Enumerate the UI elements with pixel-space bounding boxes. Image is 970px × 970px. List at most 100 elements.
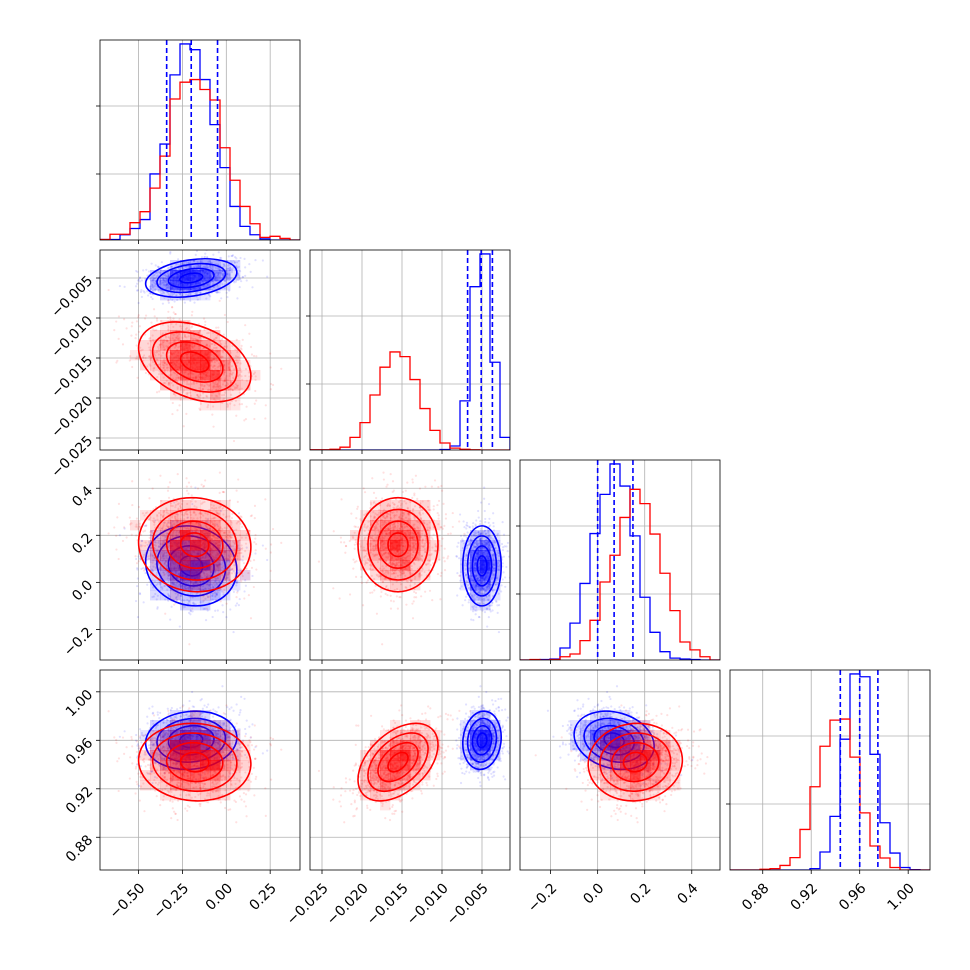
scatter-point-series-1 — [155, 571, 159, 574]
scatter-point-series-1 — [218, 340, 221, 343]
density-cell-series-1 — [200, 400, 211, 411]
scatter-point-series-1 — [384, 592, 387, 595]
scatter-point-series-0 — [160, 276, 163, 280]
scatter-point-series-1 — [167, 326, 170, 329]
scatter-point-series-1 — [219, 600, 222, 603]
scatter-point-series-1 — [226, 572, 229, 576]
scatter-point-series-1 — [199, 408, 202, 412]
scatter-point-series-1 — [212, 405, 215, 408]
scatter-point-series-0 — [172, 582, 175, 586]
scatter-point-series-1 — [210, 342, 213, 346]
scatter-point-series-1 — [135, 517, 139, 520]
scatter-point-series-0 — [213, 270, 216, 273]
density-cell-series-0 — [210, 270, 221, 281]
scatter-point-series-0 — [156, 549, 160, 552]
density-cell-series-1 — [190, 550, 201, 561]
scatter-point-series-1 — [216, 565, 219, 568]
scatter-point-series-1 — [244, 324, 247, 327]
scatter-point-series-1 — [186, 513, 189, 516]
scatter-point-series-0 — [140, 279, 144, 282]
scatter-point-series-0 — [206, 256, 209, 259]
scatter-point-series-1 — [176, 515, 179, 518]
scatter-point-series-1 — [233, 547, 237, 550]
scatter-point-series-1 — [181, 336, 184, 339]
scatter-point-series-1 — [193, 334, 196, 337]
scatter-point-series-1 — [226, 382, 229, 386]
scatter-point-series-0 — [200, 580, 203, 584]
scatter-point-series-0 — [140, 539, 144, 543]
scatter-point-series-1 — [210, 570, 213, 574]
scatter-point-series-1 — [148, 355, 151, 358]
scatter-point-series-1 — [205, 573, 208, 576]
scatter-point-series-1 — [218, 384, 221, 388]
scatter-point-series-1 — [191, 325, 194, 328]
scatter-point-series-1 — [128, 516, 131, 519]
scatter-point-series-0 — [158, 558, 162, 561]
scatter-point-series-1 — [253, 371, 257, 374]
scatter-point-series-1 — [216, 366, 219, 369]
scatter-point-series-1 — [165, 508, 168, 512]
scatter-point-series-1 — [200, 336, 203, 339]
scatter-point-series-0 — [169, 618, 172, 621]
density-cell-series-1 — [180, 350, 191, 361]
scatter-point-series-0 — [158, 290, 161, 294]
scatter-point-series-1 — [154, 354, 157, 357]
scatter-point-series-1 — [236, 355, 239, 358]
scatter-point-series-1 — [163, 369, 166, 372]
scatter-point-series-1 — [255, 399, 258, 402]
scatter-point-series-0 — [221, 604, 224, 607]
scatter-point-series-1 — [244, 542, 248, 545]
scatter-point-series-1 — [231, 344, 234, 348]
scatter-point-series-1 — [151, 554, 154, 557]
density-cell-series-1 — [160, 320, 171, 331]
scatter-point-series-1 — [162, 525, 165, 528]
scatter-point-series-1 — [253, 541, 256, 544]
scatter-point-series-0 — [211, 265, 214, 268]
scatter-point-series-1 — [162, 571, 165, 574]
scatter-point-series-1 — [186, 391, 189, 394]
scatter-point-series-0 — [189, 299, 192, 303]
scatter-point-series-0 — [192, 581, 195, 584]
scatter-point-series-1 — [165, 363, 168, 366]
scatter-point-series-1 — [131, 365, 134, 369]
scatter-point-series-1 — [212, 523, 215, 526]
scatter-point-series-0 — [214, 279, 217, 282]
scatter-point-series-1 — [230, 393, 233, 396]
scatter-point-series-0 — [207, 595, 210, 598]
scatter-point-series-1 — [163, 550, 166, 553]
scatter-point-series-0 — [134, 285, 138, 288]
scatter-point-series-1 — [225, 535, 229, 538]
scatter-point-series-0 — [178, 268, 182, 271]
scatter-point-series-0 — [214, 563, 218, 566]
scatter-point-series-1 — [176, 409, 179, 412]
scatter-point-series-0 — [164, 280, 167, 284]
scatter-point-series-1 — [142, 553, 146, 556]
scatter-point-series-1 — [217, 382, 220, 385]
scatter-point-series-1 — [203, 500, 206, 504]
scatter-point-series-1 — [149, 531, 152, 534]
scatter-point-series-1 — [174, 312, 177, 316]
scatter-point-series-1 — [216, 385, 220, 388]
scatter-point-series-1 — [153, 366, 156, 370]
scatter-point-series-0 — [172, 581, 175, 584]
scatter-point-series-0 — [169, 521, 172, 525]
scatter-point-series-1 — [166, 366, 169, 369]
scatter-point-series-1 — [208, 345, 211, 348]
scatter-point-series-1 — [162, 338, 165, 342]
scatter-point-series-1 — [148, 536, 151, 540]
scatter-point-series-0 — [166, 533, 169, 536]
scatter-point-series-1 — [241, 338, 244, 341]
scatter-point-series-1 — [146, 511, 149, 514]
density-cell-series-1 — [200, 370, 211, 381]
scatter-point-series-1 — [214, 346, 217, 350]
scatter-point-series-1 — [155, 391, 159, 394]
scatter-point-series-1 — [158, 339, 161, 342]
scatter-point-series-0 — [180, 594, 183, 597]
scatter-point-series-0 — [199, 291, 202, 294]
scatter-point-series-0 — [202, 280, 206, 283]
scatter-point-series-0 — [208, 259, 211, 262]
scatter-point-series-1 — [226, 402, 229, 406]
scatter-point-series-1 — [223, 550, 227, 554]
scatter-point-series-0 — [204, 266, 207, 269]
scatter-point-series-1 — [248, 375, 251, 378]
